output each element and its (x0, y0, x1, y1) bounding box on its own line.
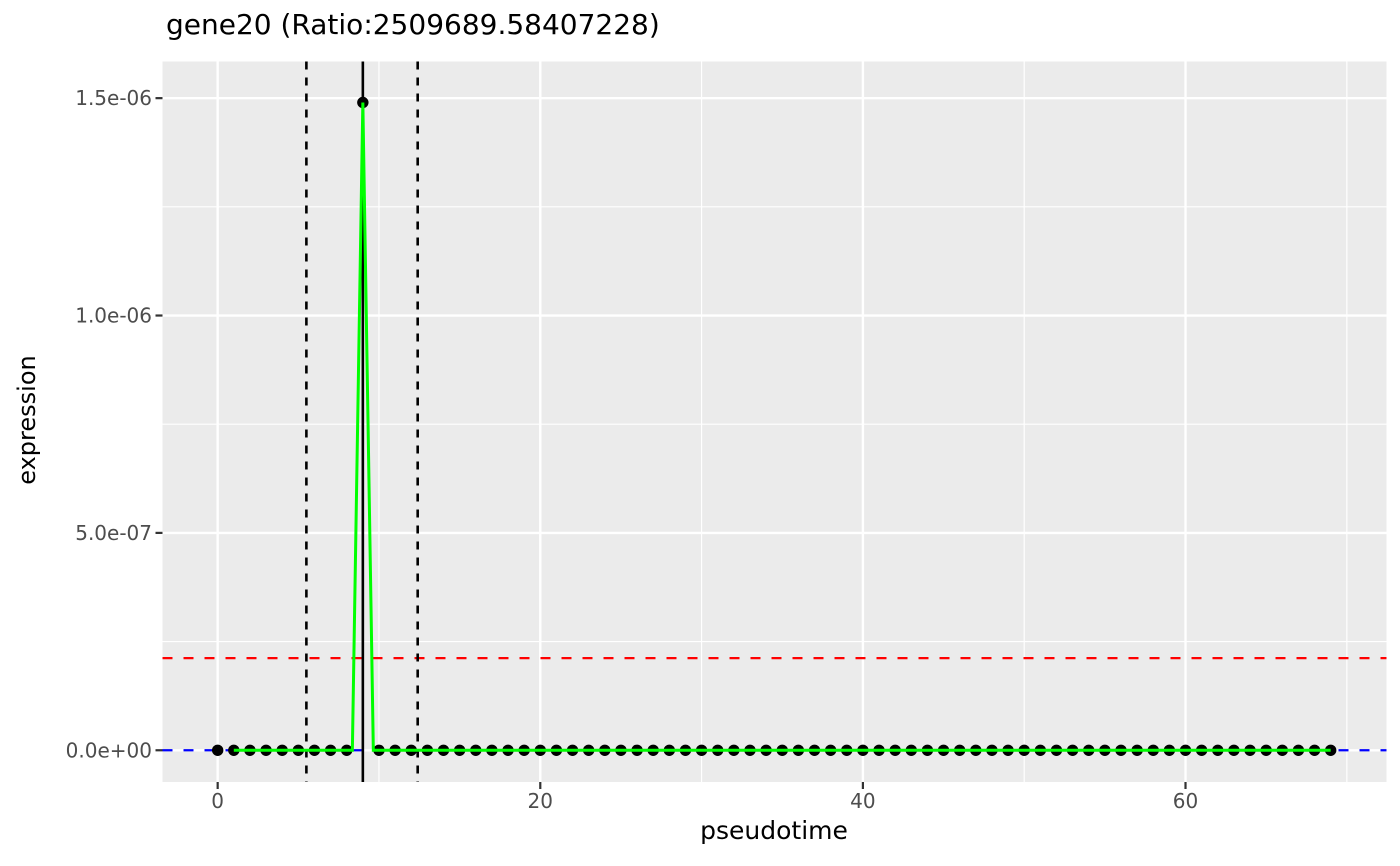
y-tick-label: 5.0e-07 (75, 521, 152, 545)
y-axis-title: expression (13, 355, 41, 485)
x-axis-title: pseudotime (700, 816, 848, 845)
fit-line (233, 102, 1331, 752)
x-tick-label: 60 (1173, 789, 1198, 813)
plot-panel (162, 61, 1387, 782)
data-point (211, 744, 224, 756)
x-tick-label: 0 (211, 789, 224, 813)
data-point (1324, 744, 1337, 756)
y-tick-label: 0.0e+00 (66, 738, 152, 762)
x-tick-label: 40 (850, 789, 875, 813)
y-tick-label: 1.0e-06 (75, 304, 152, 328)
x-tick-label: 20 (528, 789, 553, 813)
y-tick-label: 1.5e-06 (75, 86, 152, 110)
plot-title: gene20 (Ratio:2509689.58407228) (166, 8, 660, 41)
